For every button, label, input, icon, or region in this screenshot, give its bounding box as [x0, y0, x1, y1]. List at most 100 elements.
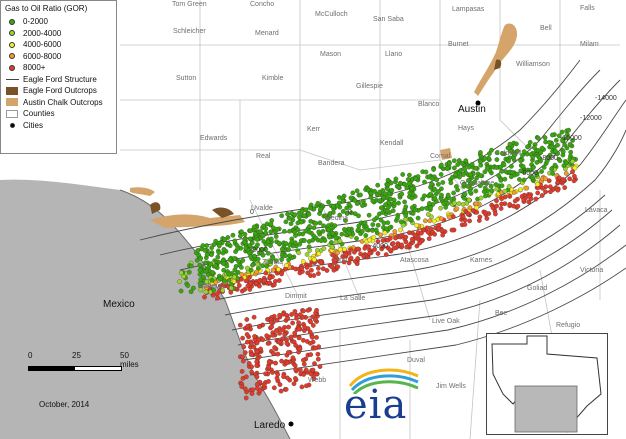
- well-point: [549, 166, 554, 172]
- well-point: [407, 230, 412, 236]
- well-point: [221, 247, 227, 252]
- map-legend: Gas to Oil Ratio (GOR) 0-2000 2000-4000 40…: [0, 0, 117, 154]
- county-label: Atascosa: [400, 257, 429, 264]
- well-point: [238, 233, 243, 239]
- well-point: [390, 208, 396, 214]
- well-point: [239, 265, 244, 270]
- well-point: [344, 210, 350, 216]
- well-point: [203, 269, 209, 274]
- well-point: [255, 242, 260, 248]
- well-point: [467, 172, 473, 178]
- well-point: [230, 232, 236, 238]
- scale-label-end: 50 miles: [120, 351, 139, 369]
- well-point: [390, 241, 396, 246]
- well-point: [407, 216, 413, 222]
- well-point: [307, 262, 313, 268]
- well-point: [232, 238, 238, 244]
- well-point: [249, 240, 255, 246]
- well-point: [409, 236, 415, 242]
- well-points: [177, 127, 579, 401]
- well-point: [570, 169, 575, 175]
- well-point: [498, 178, 504, 183]
- county-label: Edwards: [200, 135, 228, 142]
- well-point: [567, 142, 573, 147]
- well-point: [292, 363, 298, 368]
- county-label: Duval: [407, 357, 425, 364]
- well-point: [277, 382, 283, 387]
- well-point: [375, 251, 381, 256]
- well-point: [498, 195, 504, 201]
- well-point: [233, 264, 239, 269]
- well-point: [264, 333, 270, 339]
- well-point: [539, 145, 545, 151]
- well-point: [354, 201, 360, 206]
- well-point: [452, 200, 457, 206]
- well-point: [515, 148, 520, 154]
- well-point: [544, 158, 550, 164]
- well-point: [329, 264, 335, 270]
- well-point: [507, 194, 513, 199]
- well-point: [308, 371, 314, 377]
- well-point: [181, 274, 187, 279]
- well-point: [524, 185, 530, 191]
- county-label: Zavala: [262, 259, 283, 266]
- well-point: [266, 364, 271, 370]
- well-point: [563, 171, 569, 176]
- well-point: [311, 273, 317, 278]
- contour-label: -4000: [370, 243, 388, 250]
- well-point: [532, 145, 537, 150]
- well-point: [482, 169, 488, 175]
- county-label: Lampasas: [452, 6, 485, 13]
- well-point: [438, 216, 444, 222]
- well-point: [560, 137, 565, 143]
- well-point: [462, 222, 468, 227]
- well-point: [413, 207, 418, 213]
- well-point: [511, 190, 517, 195]
- well-point: [274, 226, 280, 232]
- contour-label: 0: [250, 209, 254, 216]
- well-point: [469, 161, 475, 167]
- well-point: [462, 191, 468, 197]
- well-point: [493, 182, 499, 187]
- laredo-label: Laredo: [254, 420, 286, 431]
- well-point: [385, 220, 391, 226]
- well-point: [511, 203, 517, 209]
- county-label: Maverick: [198, 283, 227, 290]
- well-point: [191, 285, 196, 291]
- well-point: [273, 234, 279, 239]
- well-point: [402, 199, 407, 205]
- well-point: [404, 185, 410, 191]
- well-point: [198, 277, 204, 282]
- county-label: Kerr: [307, 126, 321, 133]
- well-point: [348, 247, 353, 252]
- well-point: [251, 344, 257, 350]
- well-point: [371, 235, 377, 240]
- legend-item: 2000-4000: [5, 28, 112, 40]
- well-point: [290, 355, 296, 361]
- well-point: [335, 250, 340, 256]
- locator-inset: [486, 333, 608, 435]
- well-point: [393, 176, 399, 182]
- well-point: [284, 360, 290, 366]
- county-label: Goliad: [527, 285, 547, 292]
- well-point: [428, 205, 433, 211]
- well-point: [548, 189, 553, 195]
- well-point: [210, 270, 215, 275]
- legend-label: Cities: [23, 120, 44, 130]
- well-point: [387, 247, 393, 253]
- well-point: [375, 239, 381, 244]
- mexico-region: [0, 179, 290, 439]
- well-point: [436, 189, 441, 194]
- well-point: [456, 201, 462, 206]
- well-point: [461, 181, 467, 187]
- well-point: [543, 139, 548, 145]
- well-point: [235, 246, 240, 252]
- well-point: [250, 387, 256, 393]
- well-point: [249, 369, 255, 375]
- well-point: [197, 280, 203, 286]
- well-point: [324, 268, 330, 273]
- well-point: [526, 199, 532, 205]
- well-point: [478, 173, 483, 179]
- well-point: [293, 376, 298, 381]
- county-label: Jim Wells: [436, 383, 466, 390]
